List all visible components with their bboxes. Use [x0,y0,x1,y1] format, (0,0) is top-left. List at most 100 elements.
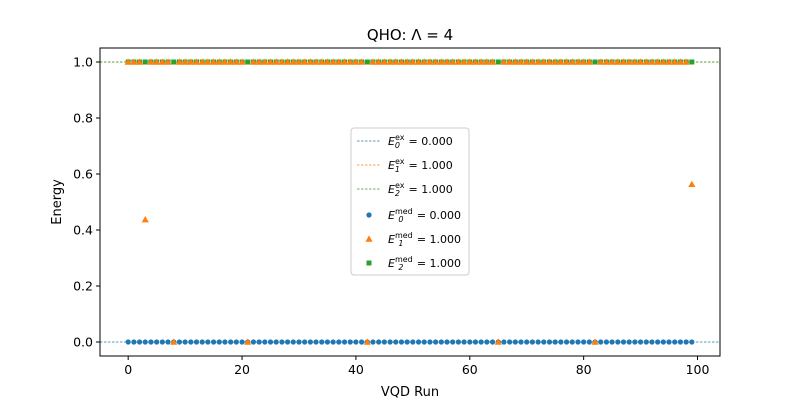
point-E0_med-81 [586,339,592,345]
point-E0_med-7 [165,339,171,345]
point-E0_med-23 [256,339,262,345]
point-E0_med-64 [489,339,496,345]
point-E1_med-29 [289,58,297,65]
legend-label-ex-2: Eex 2 = 1.000 [388,181,453,198]
point-E1_med-7 [164,58,172,65]
point-E2_med-42 [364,59,370,65]
point-E1_med-9 [175,58,184,65]
point-E1_med-11 [187,58,195,65]
point-E0_med-25 [267,339,274,345]
point-E0_med-5 [154,339,160,345]
point-E1_med-1 [130,58,138,65]
point-E1_med-54 [432,58,440,65]
point-E0_med-73 [541,339,547,345]
point-E1_med-82 [591,338,599,345]
point-E1_med-56 [443,58,451,65]
point-E1_med-95 [665,58,673,65]
point-E0_med-19 [233,339,239,345]
x-tick-label-2: 40 [348,362,364,377]
point-E0_med-41 [359,339,365,345]
y-tick-label-0: 0.0 [73,335,93,350]
point-E2_med-3 [142,59,148,65]
point-E0_med-97 [677,339,684,345]
point-E1_med-35 [323,58,332,65]
point-E1_med-91 [642,58,650,65]
point-E0_med-16 [216,339,222,345]
point-E1_med-30 [295,58,303,65]
point-E1_med-45 [380,58,388,65]
point-E0_med-45 [381,339,387,345]
point-E0_med-93 [655,339,661,345]
legend-marker-2 [366,260,372,266]
point-E0_med-63 [484,339,490,345]
point-E1_med-19 [232,58,240,65]
point-E0_med-37 [336,339,342,345]
point-E1_med-81 [585,58,593,65]
point-E1_med-28 [283,58,292,65]
point-E1_med-3 [141,216,149,223]
point-E1_med-67 [506,58,514,65]
point-E1_med-17 [221,58,229,65]
point-E0_med-92 [649,339,655,345]
point-E0_med-59 [461,339,467,345]
x-axis-ticks: 0 20 40 60 80 100 [124,356,709,377]
y-tick-label-3: 0.6 [73,167,93,182]
x-tick-label-0: 0 [124,362,132,377]
point-E1_med-93 [654,58,662,65]
point-E1_med-38 [340,58,349,65]
point-E0_med-96 [672,339,678,345]
point-E1_med-46 [386,58,394,65]
point-E0_med-60 [467,339,473,345]
point-E0_med-48 [398,339,405,345]
y-tick-label-4: 0.8 [73,111,93,126]
point-E0_med-28 [284,339,291,345]
legend-label-med-1: Emed 1 = 1.000 [388,231,461,248]
point-E0_med-69 [518,339,524,345]
point-E0_med-58 [455,339,461,345]
point-E0_med-49 [404,339,410,345]
point-E0_med-24 [262,339,268,345]
x-axis-label: VQD Run [381,385,439,400]
point-E1_med-57 [449,58,457,65]
point-E0_med-12 [193,339,200,345]
point-E1_med-14 [204,58,212,65]
point-E1_med-23 [255,58,263,65]
chart-title: QHO: Λ = 4 [367,26,453,44]
point-E1_med-51 [414,58,423,65]
y-tick-label-1: 0.2 [73,279,93,294]
point-E0_med-76 [558,339,564,345]
point-E0_med-20 [239,339,245,345]
point-E0_med-95 [666,339,672,345]
point-E1_med-42 [363,338,371,345]
point-E1_med-74 [545,58,554,65]
point-E1_med-78 [568,58,576,65]
point-E1_med-8 [170,338,178,345]
point-E0_med-39 [347,339,353,345]
y-tick-label-5: 1.0 [73,55,93,70]
point-E0_med-56 [444,339,450,345]
point-E0_med-31 [302,339,308,345]
legend-box [350,127,470,276]
point-E0_med-84 [603,339,610,345]
x-tick-label-4: 80 [576,362,592,377]
point-E0_med-0 [125,339,131,345]
point-E0_med-68 [512,339,518,345]
point-E0_med-87 [620,339,627,345]
point-E0_med-26 [273,339,279,345]
point-E1_med-6 [158,58,166,65]
point-E0_med-13 [199,339,205,345]
legend-label-med-0: Emed 0 = 0.000 [388,207,461,224]
point-E1_med-52 [420,58,428,65]
point-E0_med-14 [205,339,211,345]
point-E0_med-54 [433,339,439,345]
point-E1_med-21 [244,338,252,345]
point-E0_med-61 [472,339,479,345]
point-E0_med-79 [575,339,581,345]
point-E1_med-55 [437,58,445,65]
axes-frame [99,47,721,357]
y-tick-label-2: 0.4 [73,223,93,238]
point-E1_med-59 [460,58,468,65]
point-E0_med-67 [507,339,513,345]
point-E1_med-44 [375,58,383,65]
